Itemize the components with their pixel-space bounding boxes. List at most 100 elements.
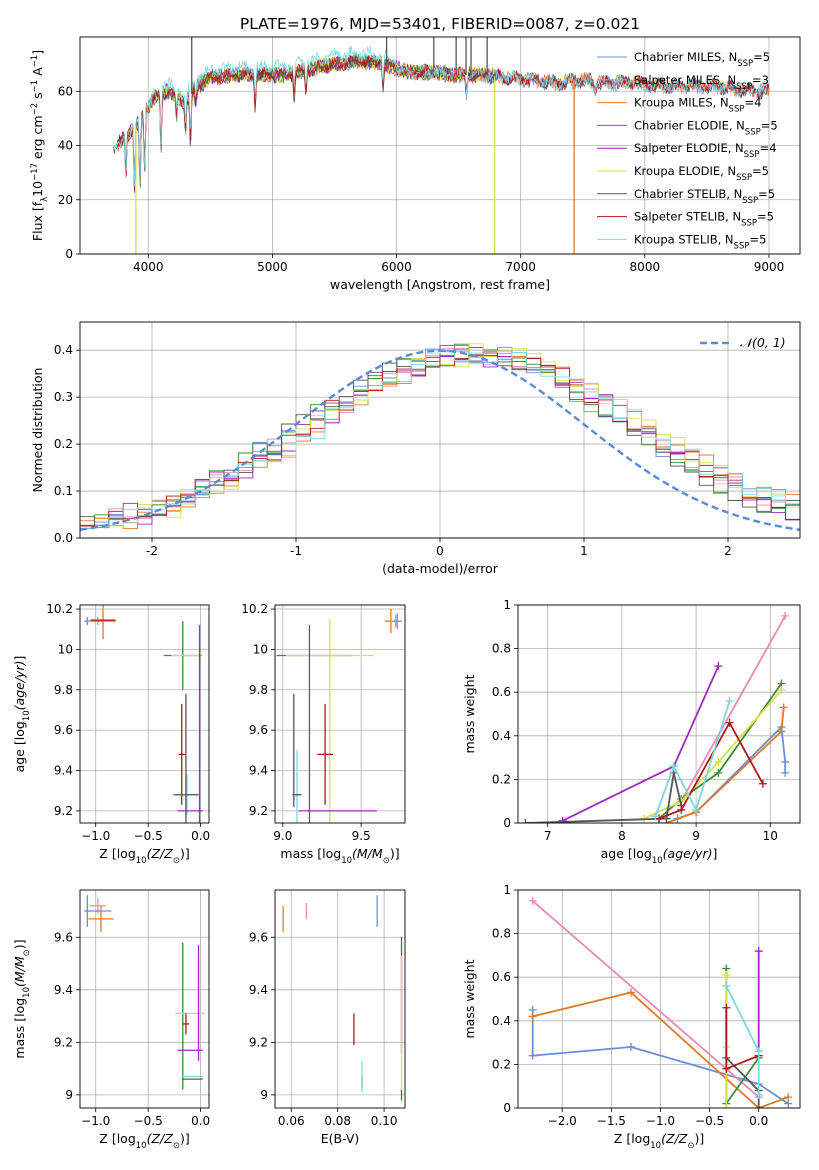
y-tick-label: 0.4: [54, 343, 73, 357]
x-tick-label: 9.5: [352, 829, 371, 843]
data-point: [781, 768, 790, 777]
plot-area: [113, 37, 770, 254]
axes-frame: [79, 889, 210, 1109]
label-part: SSP: [742, 196, 758, 206]
series-line-chabrier-stelib: [525, 772, 683, 823]
x-tick-label: 9.0: [273, 829, 292, 843]
legend-entry: Salpeter MILES, NSSP=3: [634, 73, 769, 92]
x-tick-label: −2.0: [548, 1114, 577, 1128]
data-point: [677, 805, 686, 814]
label-part: −1: [30, 55, 40, 68]
y-tick-label: 9.2: [54, 804, 73, 818]
label-part: Kroupa STELIB, N: [634, 232, 734, 246]
axes-frame: [517, 604, 801, 824]
y-tick-label: 9.4: [249, 764, 268, 778]
plot-area: [528, 896, 793, 1108]
x-tick-label: −1.5: [597, 1114, 626, 1128]
label-part: 10: [136, 856, 147, 866]
data-point: [722, 1003, 731, 1012]
x-tick-label: 7: [544, 829, 552, 843]
y-tick-label: 9.4: [54, 764, 73, 778]
x-tick-label: −1.0: [646, 1114, 675, 1128]
label-part: age [log: [601, 846, 652, 861]
data-point: [722, 1064, 731, 1073]
y-tick-label: 9.6: [54, 930, 73, 944]
y-tick-label: 9.8: [54, 683, 73, 697]
label-part: =5: [761, 118, 778, 132]
x-tick-label: 9000: [754, 260, 785, 274]
x-tick-label: 2: [724, 544, 732, 558]
label-part: =3: [752, 73, 769, 87]
x-tick-label: 0.0: [191, 1114, 210, 1128]
label-part: (M/M: [352, 846, 383, 861]
data-point: [626, 1042, 635, 1051]
panel-weight-vs-Z: −2.0 −1.5 −1.0 −0.5 0.0 0 0.2 0.4 0.6 0.8 1 Z [log1…: [462, 883, 801, 1151]
label-part: )]: [180, 1131, 190, 1146]
y-tick-label: 9.2: [54, 1035, 73, 1049]
normal-curve: [80, 349, 800, 531]
data-point: [714, 662, 723, 671]
data-point: [754, 1047, 763, 1056]
y-axis-label: Normed distribution: [30, 368, 45, 493]
y-tick-label: 40: [58, 139, 73, 153]
y-tick-label: 0.8: [492, 642, 511, 656]
grid: [80, 890, 209, 1108]
y-tick-label: 9.8: [249, 683, 268, 697]
y-tick-label: 60: [58, 84, 73, 98]
label-part: =5: [749, 232, 766, 246]
legend-entry: Salpeter ELODIE, NSSP=4: [634, 141, 777, 160]
x-tick-label: -2: [146, 544, 158, 558]
label-part: (Z/Z: [147, 1131, 174, 1146]
label-part: )]: [694, 1131, 704, 1146]
x-tick-label: 0.0: [191, 829, 210, 843]
label-part: )]: [180, 846, 190, 861]
label-part: SSP: [737, 59, 753, 69]
x-tick-label: 0.0: [749, 1114, 768, 1128]
legend-entry: Kroupa MILES, NSSP=4: [634, 96, 761, 115]
y-tick-label: 9.6: [249, 723, 268, 737]
series-line-salpeter-elodie: [562, 665, 720, 822]
y-tick-label: 9.6: [54, 723, 73, 737]
data-point: [754, 1104, 763, 1108]
label-part: ⊙: [383, 856, 390, 866]
label-part: Kroupa MILES, N: [634, 96, 729, 110]
data-point: [521, 819, 530, 823]
y-axis-label: mass [log10(M/M⊙)]: [12, 939, 32, 1058]
data-point: [528, 896, 537, 905]
x-axis-label: E(B-V): [321, 1131, 360, 1146]
label-part: age [log: [12, 721, 27, 772]
label-part: erg cm: [30, 115, 45, 163]
label-part: 10: [650, 1141, 661, 1151]
y-tick-label: 9.6: [249, 930, 268, 944]
figure-title: PLATE=1976, MJD=53401, FIBERID=0087, z=0…: [240, 15, 640, 33]
x-tick-label: −0.5: [134, 829, 163, 843]
legend-entry: 𝒩(0, 1): [740, 335, 786, 350]
label-part: ]: [12, 656, 27, 661]
x-tick-label: 7000: [505, 260, 536, 274]
label-part: ]: [30, 50, 45, 55]
y-axis-label: Flux [fλ10−17 erg cm−2 s−1 A−1]: [30, 50, 50, 241]
axes-frame: [79, 604, 210, 824]
label-part: SSP: [734, 241, 750, 251]
plot-area: [84, 605, 203, 823]
y-tick-label: 0: [503, 816, 511, 830]
label-part: Salpeter MILES, N: [634, 73, 736, 87]
grid: [275, 890, 405, 1108]
y-tick-label: 1: [503, 598, 511, 612]
data-point: [714, 757, 723, 766]
y-tick-label: 10: [253, 642, 268, 656]
data-point: [779, 703, 788, 712]
data-point: [722, 1104, 731, 1108]
x-tick-label: 8000: [630, 260, 661, 274]
label-part: =5: [757, 210, 774, 224]
label-part: ⊙: [22, 949, 32, 956]
legend-entry: Salpeter STELIB, NSSP=5: [634, 210, 774, 229]
label-part: Salpeter STELIB, N: [634, 210, 741, 224]
label-part: =4: [744, 96, 761, 110]
y-tick-label: 0.0: [54, 531, 73, 545]
data-point: [558, 816, 567, 823]
label-part: A: [30, 67, 45, 80]
label-part: Flux [f: [30, 201, 45, 241]
data-point: [784, 1093, 793, 1102]
